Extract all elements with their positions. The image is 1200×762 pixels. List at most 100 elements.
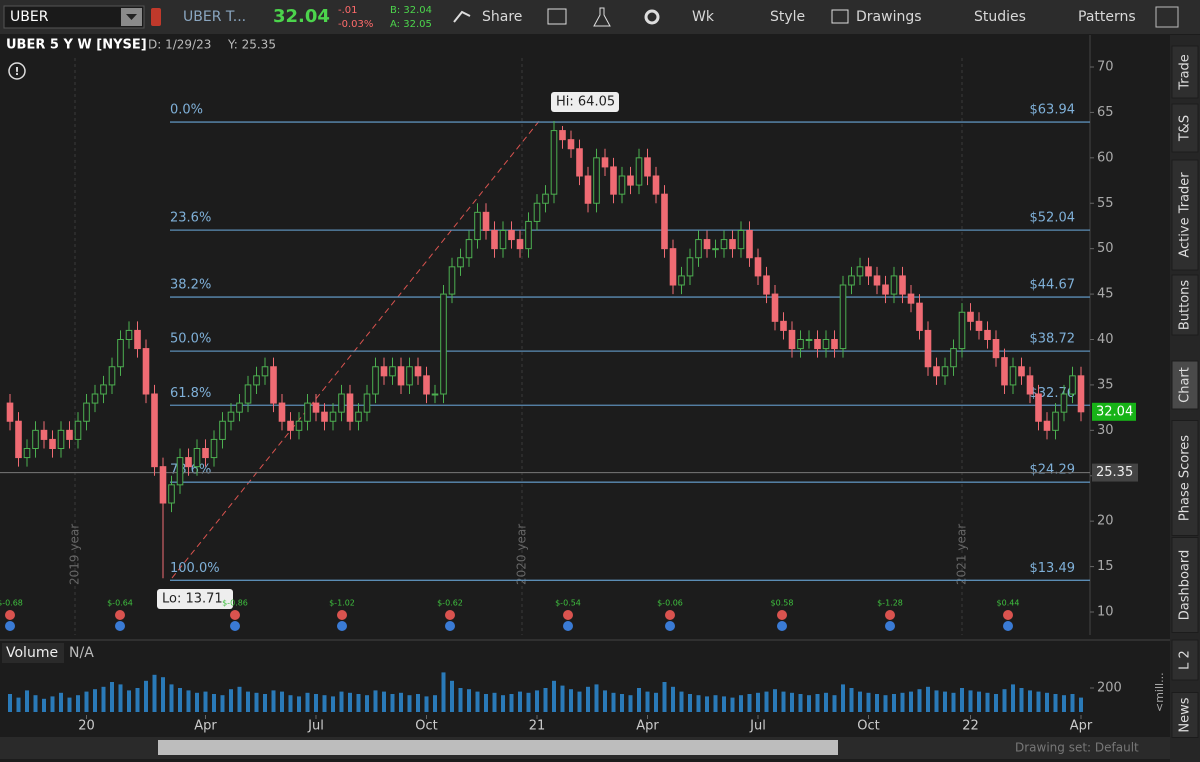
candle-body [440,293,447,395]
earnings-icon[interactable] [5,610,15,620]
ask: A: 32.05 [390,19,432,30]
candle-body [49,438,56,449]
volume-bar [271,690,276,712]
hi-label: Hi: 64.05 [556,95,615,110]
volume-bar [934,690,939,712]
volume-bar [390,694,395,712]
dividend-icon[interactable] [115,621,125,631]
sidebar-tab[interactable] [1171,692,1199,738]
volume-bar [696,695,701,712]
drawings-button[interactable]: Drawings [856,9,922,25]
volume-bar [1028,690,1032,712]
earnings-icon[interactable] [1003,610,1013,620]
volume-bar [33,695,38,712]
studies-button[interactable]: Studies [974,9,1026,25]
y-tick-label: 60 [1097,150,1114,165]
dividend-icon[interactable] [337,621,347,631]
candle-body [287,420,294,431]
sidebar-tab-label: Buttons [1178,280,1193,331]
candle-body [975,320,983,331]
description: UBER T... [183,9,246,25]
volume-bar [620,694,624,712]
share-button[interactable]: Share [482,9,522,25]
patterns-button[interactable]: Patterns [1078,9,1136,25]
candle-body [771,293,779,322]
dividend-icon[interactable] [445,621,455,631]
dividend-icon[interactable] [563,621,573,631]
earnings-icon[interactable] [885,610,895,620]
style-button[interactable]: Style [770,9,805,25]
volume-bar [407,695,412,712]
drawing-set: Drawing set: Default [1015,741,1139,755]
sidebar-tab[interactable] [1171,159,1199,271]
candle-body [448,266,456,295]
volume-bar [399,692,403,712]
dividend-icon[interactable] [230,621,240,631]
volume-bar [883,695,888,712]
scroll-thumb[interactable] [158,740,838,755]
share-icon [453,10,471,23]
dividend-icon[interactable] [665,621,675,631]
candle-body [227,411,235,422]
alert-badge[interactable] [151,8,161,26]
sidebar-tab[interactable] [1171,420,1199,536]
candle-body [1069,375,1076,395]
earnings-icon[interactable] [665,610,675,620]
screenshot-icon[interactable] [547,8,567,25]
volume-bar [16,697,21,712]
last-price: 32.04 [273,6,330,27]
earnings-icon[interactable] [115,610,125,620]
candle-body [32,429,39,450]
earnings-icon[interactable] [445,610,455,620]
volume-bar [373,690,378,712]
candle-body [355,411,362,422]
sidebar-tab[interactable] [1171,103,1199,153]
symbol: UBER [10,9,49,25]
fib-price: $38.72 [1030,332,1076,347]
candle-body [559,130,566,141]
earnings-icon[interactable] [777,610,787,620]
sidebar-tab[interactable] [1171,274,1199,336]
period-button[interactable]: Wk [692,9,715,25]
earnings-icon[interactable] [230,610,240,620]
candle-body [1052,411,1059,431]
candle-body [729,239,736,250]
x-tick-label: Oct [415,719,437,734]
candle-body [304,402,311,422]
earnings-icon[interactable] [563,610,573,620]
dividend-icon[interactable] [1003,621,1013,631]
sidebar-tab-label: News [1178,697,1193,732]
volume-bar [798,694,803,712]
sidebar-tab[interactable] [1171,639,1199,681]
volume-bar [67,697,72,712]
earnings-icon[interactable] [337,610,347,620]
settings-icon[interactable] [644,9,660,25]
candle-body [270,366,277,404]
volume-bar [416,694,420,712]
add-button[interactable] [1155,6,1179,28]
volume-bar [722,696,726,712]
volume-bar [161,677,165,712]
dividend-icon[interactable] [777,621,787,631]
sidebar-tab[interactable] [1171,537,1199,633]
symbol-box[interactable] [3,5,145,29]
earnings-label: $-0.64 [107,599,133,608]
dividend-icon[interactable] [5,621,15,631]
sidebar-tab[interactable] [1171,45,1199,99]
dividend-icon[interactable] [885,621,895,631]
sidebar-tab[interactable] [1171,360,1199,410]
info-icon[interactable] [8,62,26,80]
candle-body [873,275,881,286]
y-tick-label: 65 [1097,105,1114,120]
volume-bar [968,690,973,712]
cursor-y: Y: 25.35 [227,38,276,52]
volume-bar [484,694,488,712]
candle-body [967,311,974,322]
candle-body [542,193,549,204]
volume-bar [807,695,811,712]
fib-level: 50.0% [170,332,211,347]
candle-body [924,329,932,368]
flask-icon[interactable] [593,7,611,27]
candle-body [142,348,150,395]
x-tick-label: Apr [1070,719,1093,734]
